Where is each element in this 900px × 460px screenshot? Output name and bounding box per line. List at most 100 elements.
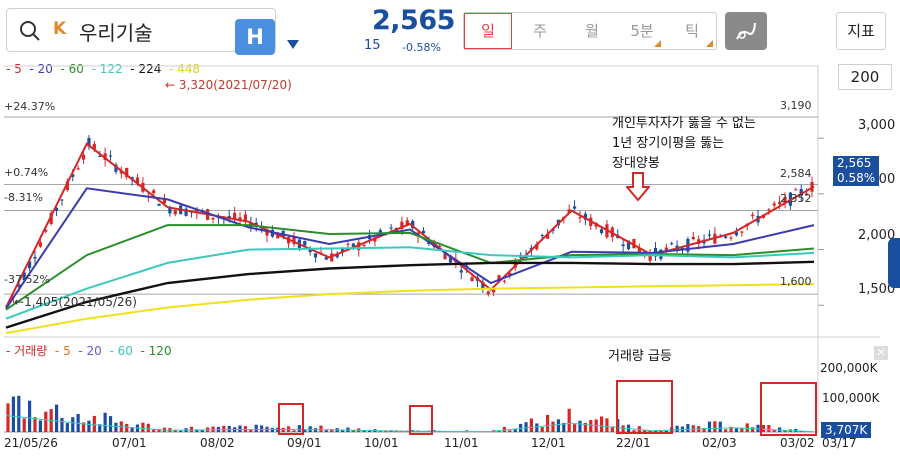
volume-bar <box>319 425 323 432</box>
indicator-button[interactable]: 지표 <box>836 12 886 50</box>
dropdown-arrow-icon[interactable] <box>287 40 299 49</box>
candle-body <box>17 284 21 287</box>
candle-body <box>470 277 474 282</box>
highlight-box <box>616 380 673 434</box>
pct-level: +24.37% <box>4 100 56 113</box>
candle-body <box>400 221 404 229</box>
volume-bar <box>659 430 663 432</box>
close-volume-icon[interactable]: ✕ <box>874 346 888 360</box>
candle-body <box>313 253 318 258</box>
volume-bar <box>724 429 728 432</box>
tab-5min-corner-icon <box>654 40 661 47</box>
tab-tick[interactable]: 틱 <box>685 22 699 40</box>
volume-bar <box>6 403 10 432</box>
high-annotation: ← 3,320(2021/07/20) <box>165 78 292 92</box>
candle-body <box>335 253 339 258</box>
candle-body <box>60 199 64 201</box>
volume-bar <box>713 421 717 432</box>
candle-body <box>734 232 739 236</box>
volume-bar <box>632 430 636 432</box>
candle-body <box>567 209 571 214</box>
tab-day[interactable]: 일 <box>464 13 512 49</box>
tab-week[interactable]: 주 <box>533 22 547 40</box>
candle-body <box>637 247 641 253</box>
volume-legend[interactable]: - 거래량 - 5 - 20 - 60 - 120 <box>6 344 172 358</box>
stock-search-box[interactable]: K 우리기술 H <box>6 8 276 55</box>
tab-month[interactable]: 월 <box>585 22 599 40</box>
stock-name[interactable]: 우리기술 <box>79 21 153 45</box>
tab-5min[interactable]: 5분 <box>630 22 654 40</box>
highlight-box <box>760 382 817 436</box>
volume-bar <box>179 430 183 432</box>
tab-tick-corner-icon <box>706 40 713 47</box>
volume-bar <box>60 418 64 432</box>
volume-bar <box>189 426 194 432</box>
volume-bar <box>621 425 625 432</box>
drawing-tool-button[interactable] <box>725 12 767 50</box>
candle-body <box>330 253 334 262</box>
candle-body <box>778 201 782 205</box>
volume-bar <box>103 412 107 432</box>
volume-bar <box>578 420 582 432</box>
volume-bar <box>254 424 258 432</box>
candle-body <box>92 143 96 150</box>
candle-body <box>346 243 350 245</box>
candle-body <box>497 275 501 281</box>
candle-body <box>772 203 776 206</box>
candle-body <box>583 213 587 220</box>
candle-body <box>707 234 712 236</box>
candle-body <box>38 242 42 247</box>
volume-bar <box>108 416 113 432</box>
volume-bar <box>643 430 647 432</box>
volume-bar <box>152 429 156 432</box>
volume-bar <box>27 400 32 432</box>
vol-ma-label: 120 <box>148 344 172 358</box>
current-price-badge: 2,565 0.58% <box>833 156 880 186</box>
candle-body <box>626 240 631 250</box>
candle-body <box>125 167 129 178</box>
ma-line-448 <box>5 283 815 335</box>
volume-bar <box>292 430 296 432</box>
candle-body <box>421 230 426 234</box>
volume-bar <box>260 425 264 432</box>
candle-body <box>22 272 26 281</box>
candle-body <box>195 209 199 213</box>
volume-bar <box>589 420 593 432</box>
candle-body <box>324 257 328 260</box>
volume-bar <box>65 423 69 432</box>
volume-bar <box>114 422 118 432</box>
volume-bar <box>648 430 652 432</box>
candle-body <box>44 229 48 232</box>
candle-body <box>135 177 140 184</box>
h-button[interactable]: H <box>235 19 275 55</box>
volume-bar <box>535 423 539 432</box>
y-zoom-field[interactable]: 200 <box>838 64 892 90</box>
ref-value: 1,600 <box>780 275 812 288</box>
side-panel-handle[interactable] <box>888 238 900 288</box>
candle-body <box>724 236 728 238</box>
vol-ma-label: 60 <box>117 344 133 358</box>
candle-body <box>783 197 787 204</box>
candle-body <box>227 215 231 219</box>
candle-body <box>243 214 248 221</box>
candle-body <box>481 282 485 289</box>
volume-bar <box>17 395 21 432</box>
down-arrow-icon <box>626 172 650 202</box>
volume-bar <box>211 426 215 432</box>
x-label: 03/02 <box>780 436 815 450</box>
volume-bar <box>545 414 550 432</box>
candle-body <box>751 214 755 217</box>
candle-body <box>49 213 53 224</box>
left-arrow-icon: ← <box>14 295 25 309</box>
candle-body <box>632 238 636 249</box>
note-line: 장대양봉 <box>612 156 660 171</box>
candle-body <box>578 217 582 219</box>
candle-body <box>27 261 32 269</box>
x-label: 02/03 <box>702 436 737 450</box>
candle-body <box>33 256 37 259</box>
candle-body <box>492 289 496 293</box>
candle-body <box>152 190 156 194</box>
search-icon[interactable] <box>19 20 41 42</box>
candle-body <box>173 210 177 215</box>
